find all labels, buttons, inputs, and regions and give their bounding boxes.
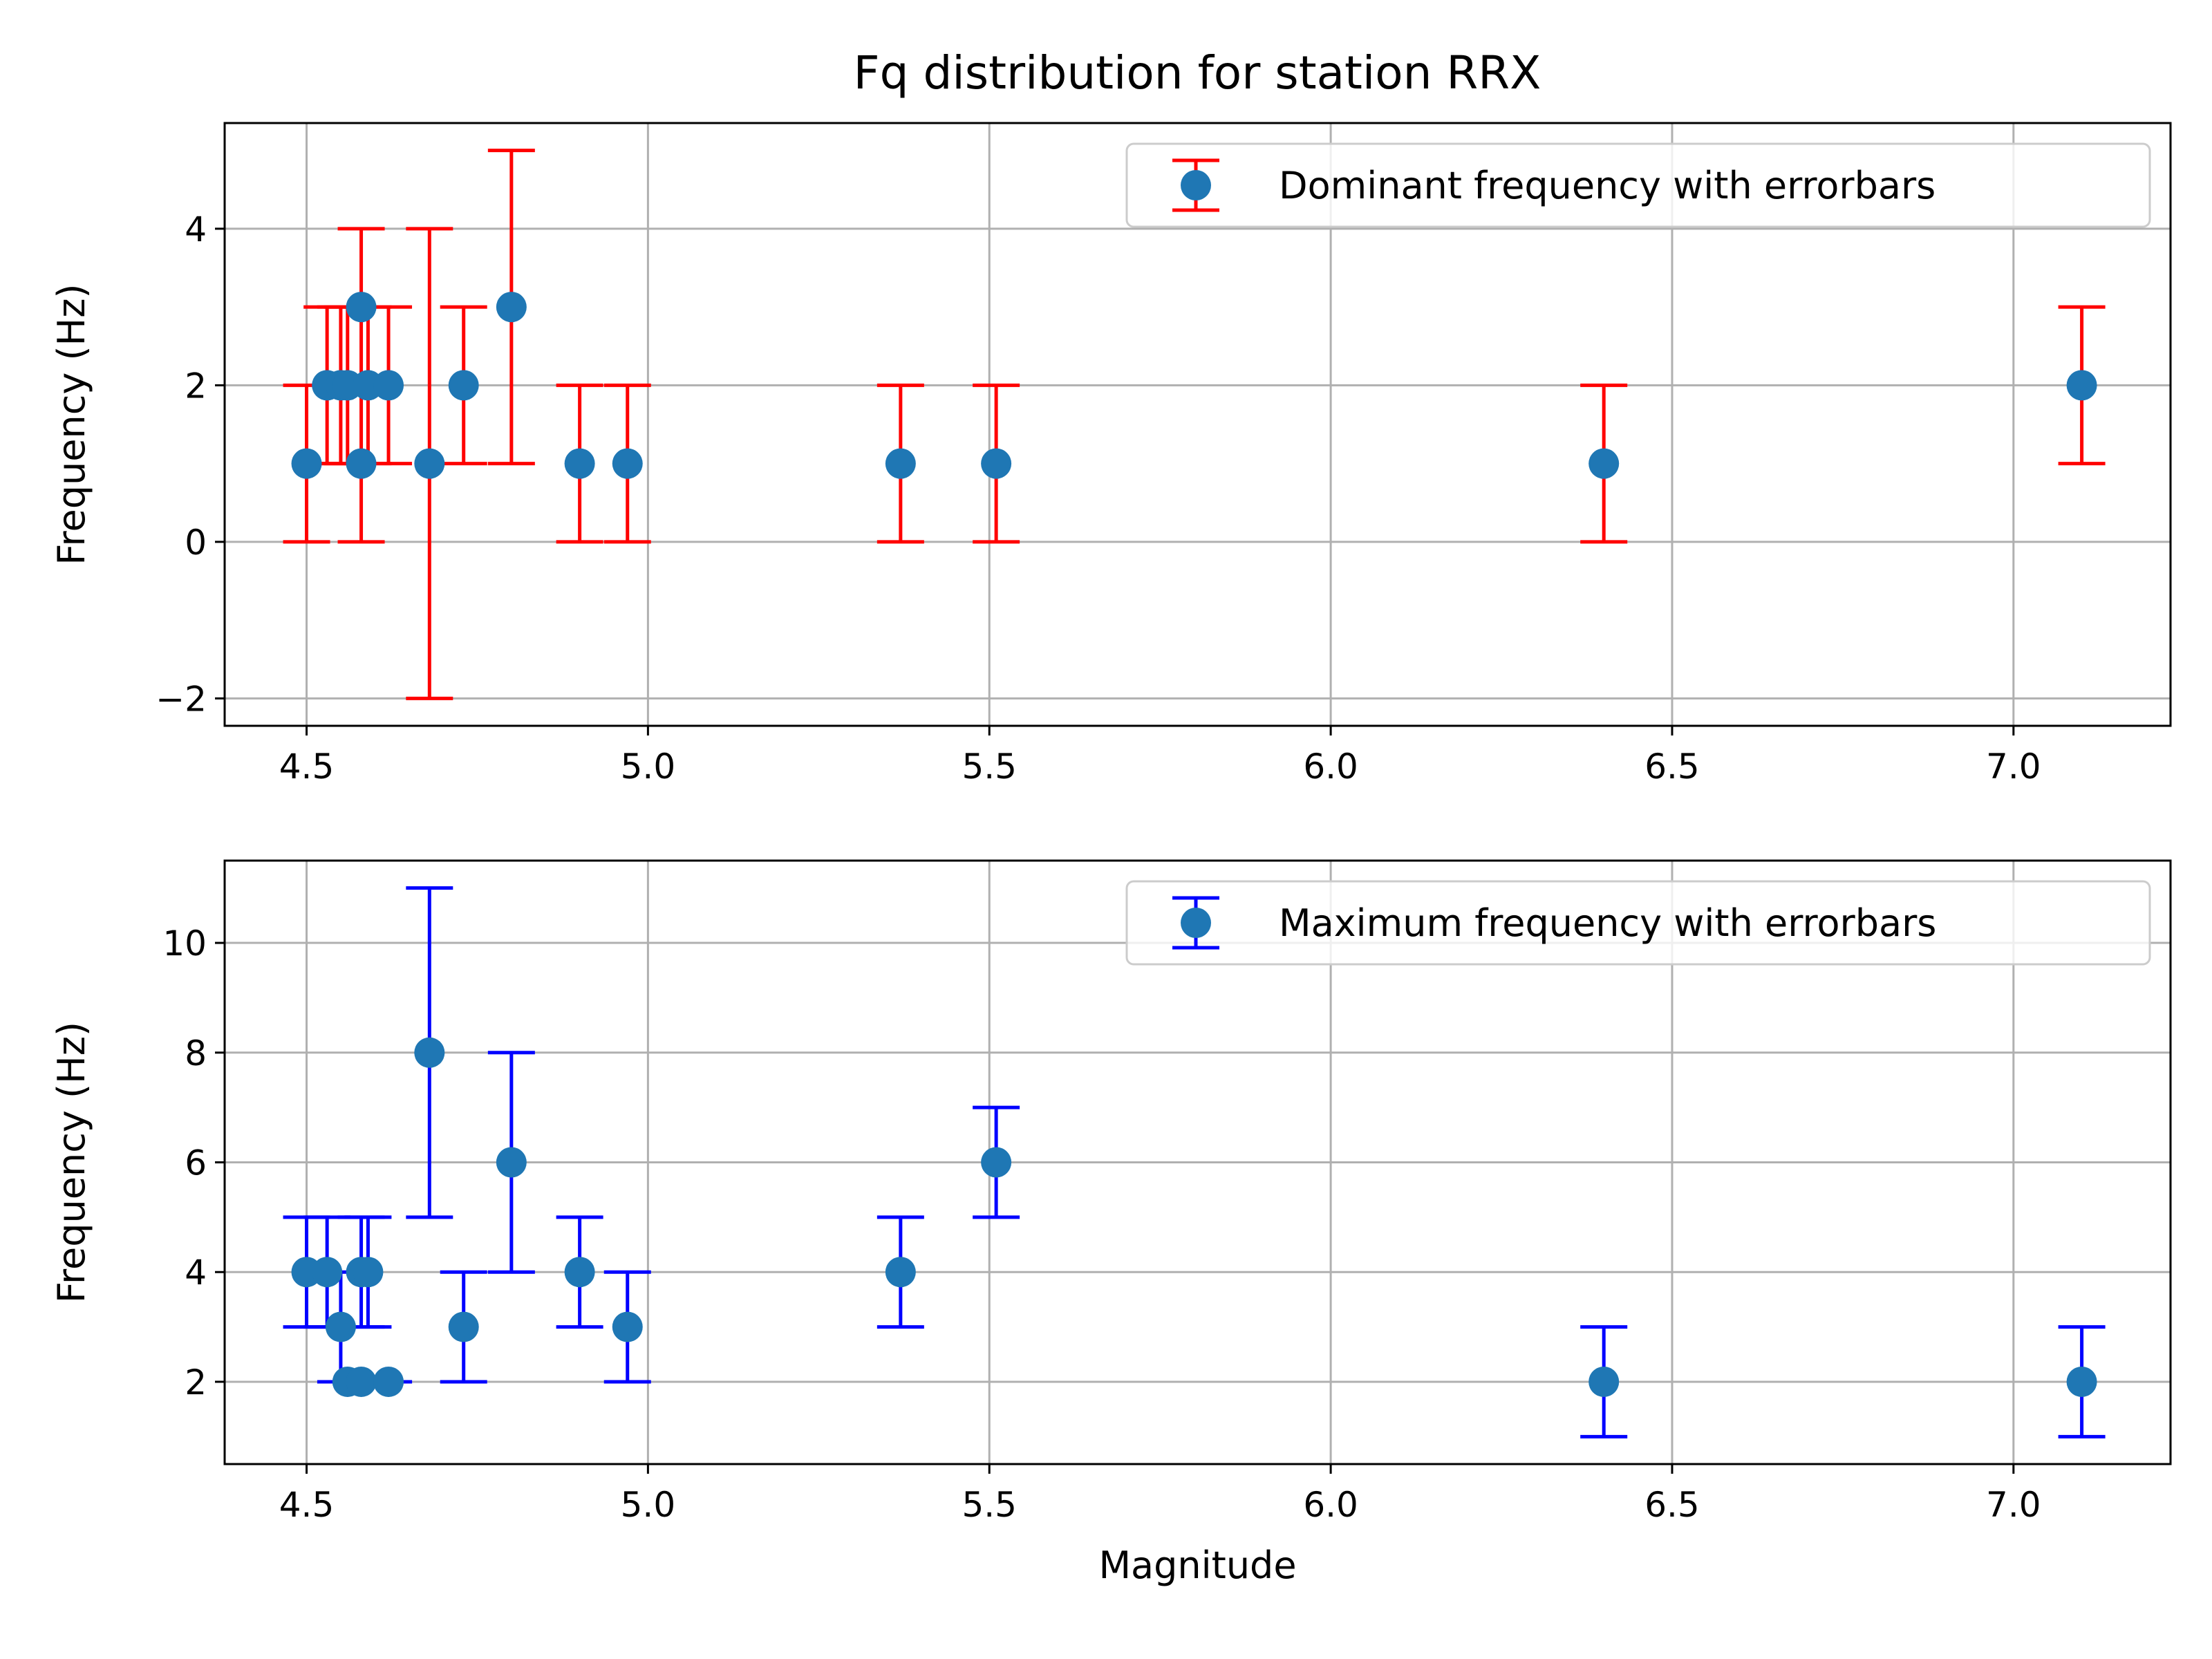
data-point (981, 448, 1012, 479)
data-point (325, 1311, 356, 1342)
y-tick-label: 6 (185, 1143, 207, 1183)
data-point (612, 448, 643, 479)
x-tick-label: 5.5 (962, 747, 1017, 787)
data-point (2066, 370, 2097, 401)
y-axis-label: Frequency (Hz) (50, 1022, 93, 1303)
x-tick-label: 6.5 (1644, 747, 1700, 787)
data-point (612, 1311, 643, 1342)
dominant-frequency-panel: 4.5 5.0 5.5 6.0 6.5 7.0 −2 0 2 4 Frequency (Hz) Dom… (50, 122, 2172, 787)
y-tick-label: 0 (185, 523, 207, 563)
data-point (1588, 448, 1620, 479)
x-axis-label: Magnitude (1098, 1544, 1296, 1587)
chart-title: Fq distribution for station RRX (854, 46, 1541, 100)
y-axis-label: Frequency (Hz) (50, 283, 93, 565)
y-tick-label: 2 (185, 1362, 207, 1403)
data-point (414, 448, 445, 479)
x-tick-label: 5.0 (621, 747, 676, 787)
data-point (981, 1147, 1012, 1178)
data-point (496, 292, 527, 323)
y-tick-label: 4 (185, 209, 207, 250)
data-point (346, 448, 377, 479)
legend-box (1125, 142, 2151, 228)
data-point (414, 1037, 445, 1068)
x-tick-label: 5.5 (962, 1485, 1017, 1525)
data-point (496, 1147, 527, 1178)
data-point (346, 292, 377, 323)
legend-label: Maximum frequency with errorbars (1279, 901, 1936, 945)
data-point (373, 370, 404, 401)
x-tick-label: 7.0 (1986, 1485, 2041, 1525)
x-tick-label: 4.5 (279, 1485, 335, 1525)
x-tick-label: 4.5 (279, 747, 335, 787)
data-point (564, 1257, 595, 1288)
data-point (885, 1257, 916, 1288)
axes-frame (223, 859, 2172, 1465)
legend-marker (1181, 170, 1211, 200)
y-tick-label: 10 (162, 924, 207, 964)
y-tick-label: −2 (156, 679, 207, 719)
legend-label: Dominant frequency with errorbars (1279, 164, 1936, 207)
data-point (448, 1311, 479, 1342)
x-tick-label: 7.0 (1986, 747, 2041, 787)
data-point (312, 1257, 343, 1288)
y-tick-label: 8 (185, 1033, 207, 1074)
data-point (2066, 1366, 2097, 1397)
data-point (448, 370, 479, 401)
x-tick-label: 6.5 (1644, 1485, 1700, 1525)
x-tick-label: 6.0 (1303, 1485, 1358, 1525)
x-tick-label: 5.0 (621, 1485, 676, 1525)
y-tick-label: 4 (185, 1253, 207, 1293)
x-tick-label: 6.0 (1303, 747, 1358, 787)
data-point (291, 448, 322, 479)
maximum-frequency-panel: 4.5 5.0 5.5 6.0 6.5 7.0 2 4 6 8 10 Frequency (Hz) Ma… (50, 859, 2172, 1587)
data-point (373, 1366, 404, 1397)
axes-frame (223, 122, 2172, 727)
data-point (346, 1366, 377, 1397)
data-point (564, 448, 595, 479)
legend-marker (1181, 908, 1211, 938)
data-point (353, 1257, 384, 1288)
data-point (885, 448, 916, 479)
legend-box (1125, 880, 2151, 966)
data-point (1588, 1366, 1620, 1397)
y-tick-label: 2 (185, 366, 207, 406)
